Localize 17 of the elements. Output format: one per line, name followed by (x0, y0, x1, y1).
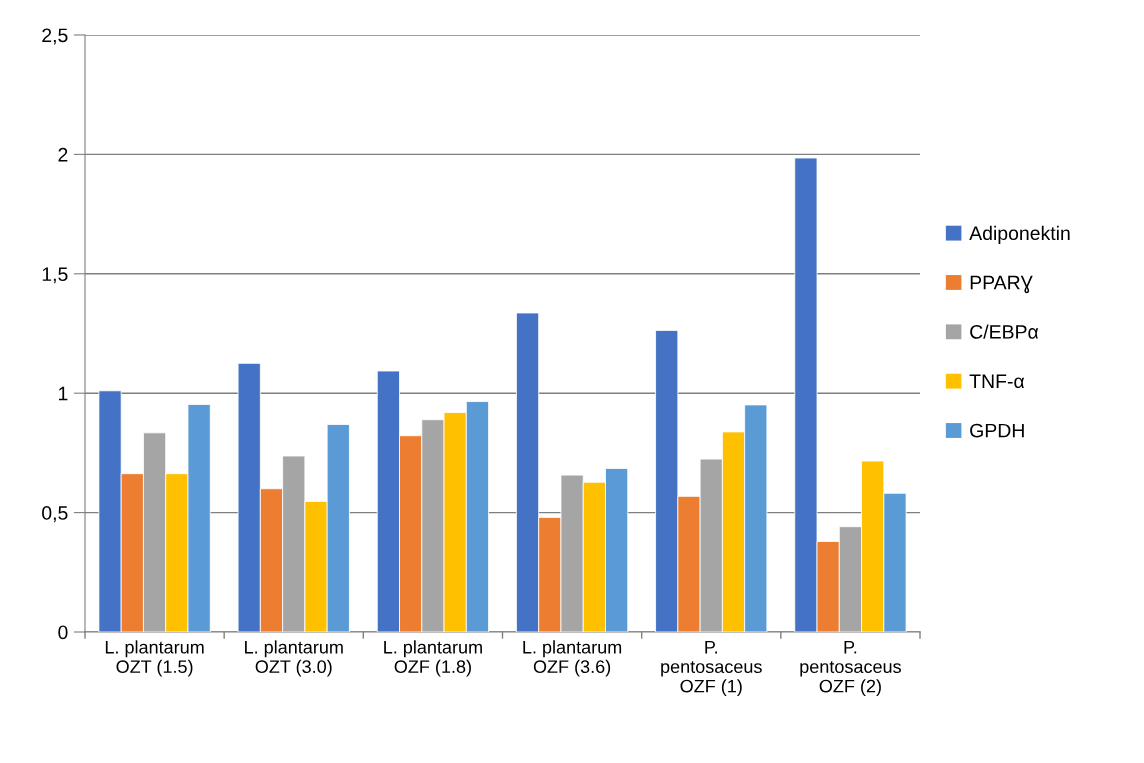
y-tick-label: 2,5 (42, 28, 68, 45)
y-tick-label: 1,5 (42, 267, 68, 284)
y-tick-label: 0 (58, 625, 68, 640)
legend-label: PPARƔ (970, 275, 1033, 294)
x-tick-label: L. plantarum OZF (3.6) (523, 640, 622, 677)
y-tick-label: 0,5 (42, 506, 68, 523)
x-tick-label: L. plantarum OZF (1.8) (384, 640, 482, 677)
legend-label: GPDH (970, 423, 1024, 438)
x-tick-label: P. pentosaceus OZF (2) (800, 641, 901, 697)
legend-label: Adiponektin (969, 225, 1070, 244)
legend-label: C/EBPα (970, 324, 1039, 339)
x-tick-label: L. plantarum OZT (3.0) (245, 640, 343, 677)
x-tick-label: P. pentosaceus OZF (1) (661, 641, 762, 697)
x-tick-label: L. plantarum OZT (1.5) (105, 640, 204, 677)
y-tick-label: 1 (59, 386, 68, 401)
y-tick-label: 2 (58, 147, 68, 162)
legend-label: TNF-α (969, 374, 1025, 389)
